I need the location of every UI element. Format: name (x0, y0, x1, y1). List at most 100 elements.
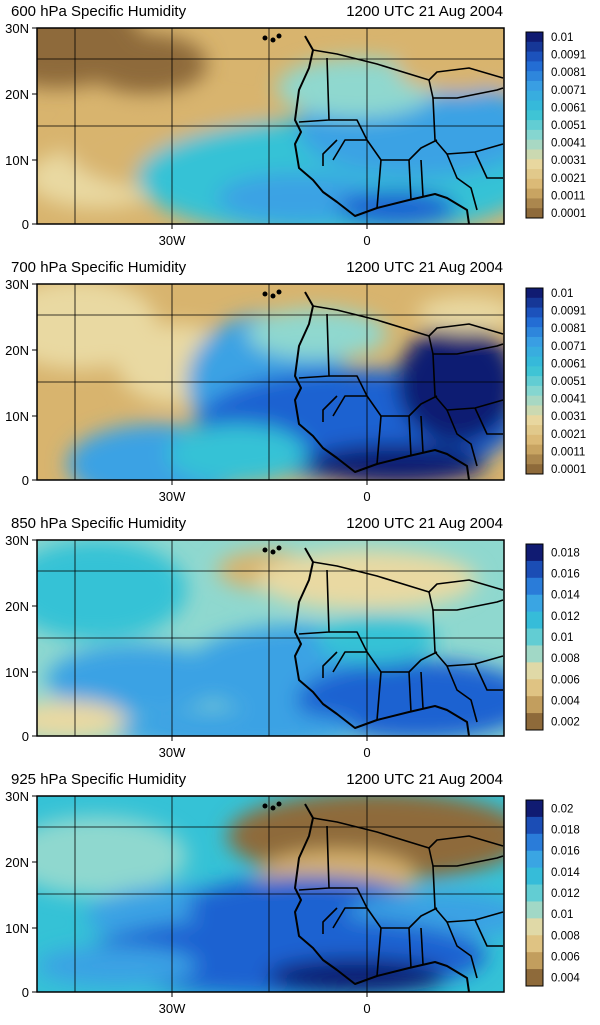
lat-tick-label: 0 (22, 473, 29, 488)
colorbar-label: 0.0051 (551, 120, 586, 132)
humidity-region (47, 645, 227, 715)
humidity-region (37, 816, 187, 896)
colorbar-frame (525, 543, 544, 731)
colorbar-label: 0.0021 (551, 429, 586, 441)
plot-area (37, 540, 504, 736)
lat-tick-label: 20N (5, 855, 29, 870)
island (276, 801, 282, 807)
panel-4: 925 hPa Specific Humidity 1200 UTC 21 Aug… (5, 771, 580, 1016)
humidity-field (37, 796, 504, 992)
colorbar-label: 0.008 (551, 930, 580, 942)
colorbar-label: 0.014 (551, 590, 580, 602)
colorbar-label: 0.01 (551, 32, 573, 44)
colorbar-label: 0.0061 (551, 358, 586, 370)
colorbar-label: 0.012 (551, 611, 580, 623)
colorbar-swatch (526, 356, 543, 367)
island (262, 803, 268, 809)
coastlines (262, 289, 504, 480)
humidity-region (277, 58, 437, 118)
plot-frame (36, 539, 505, 737)
colorbar-label: 0.0001 (551, 208, 586, 220)
country-border (428, 79, 504, 99)
country-border (322, 907, 338, 934)
country-border (322, 395, 338, 422)
colorbar-label: 0.0031 (551, 411, 586, 423)
colorbar-swatch (526, 120, 543, 131)
lat-tick-label: 10N (5, 153, 29, 168)
colorbar-swatch (526, 833, 543, 852)
colorbar-label: 0.018 (551, 547, 580, 559)
colorbar-swatch (526, 297, 543, 309)
colorbar-swatch (526, 376, 543, 387)
colorbar-swatch (526, 41, 543, 53)
country-border (322, 139, 338, 166)
colorbar-swatch (526, 850, 543, 869)
colorbar-label: 0.012 (551, 888, 580, 900)
country-border (420, 159, 424, 197)
colorbar-label: 0.006 (551, 674, 580, 686)
island (262, 35, 268, 41)
colorbar-label: 0.0001 (551, 464, 586, 476)
colorbar-swatch (526, 560, 543, 579)
colorbar-swatch (526, 208, 543, 219)
lon-tick-label: 0 (363, 1001, 370, 1016)
colorbar-swatch (526, 317, 543, 328)
lat-tick-label: 20N (5, 343, 29, 358)
colorbar-swatch (526, 884, 543, 902)
colorbar-swatch (526, 71, 543, 82)
island (270, 37, 276, 43)
colorbar-label: 0.0041 (551, 138, 586, 150)
colorbar-label: 0.0081 (551, 323, 586, 335)
colorbar-label: 0.0021 (551, 173, 586, 185)
panel-title: 700 hPa Specific Humidity (11, 259, 187, 276)
colorbar-label: 0.018 (551, 825, 580, 837)
colorbar-swatch (526, 385, 543, 397)
colorbar-frame (525, 31, 544, 219)
colorbar-swatch (526, 628, 543, 646)
humidity-region (397, 43, 504, 93)
panel-time: 1200 UTC 21 Aug 2004 (346, 259, 503, 276)
plot-frame (36, 795, 505, 993)
colorbar-swatch (526, 169, 543, 180)
country-border (322, 651, 338, 678)
country-border (474, 663, 503, 691)
humidity-region (167, 424, 307, 480)
country-border (474, 919, 503, 947)
colorbar-label: 0.0011 (551, 190, 585, 202)
humidity-field (37, 284, 504, 480)
colorbar-swatch (526, 346, 543, 358)
plot-area (37, 796, 504, 992)
colorbar-swatch (526, 918, 543, 936)
lat-tick-label: 20N (5, 87, 29, 102)
colorbar-swatch (526, 80, 543, 92)
lat-tick-label: 30N (5, 533, 29, 548)
colorbar-frame (525, 799, 544, 987)
country-border (428, 847, 504, 867)
colorbar-swatch (526, 952, 543, 970)
island (270, 805, 276, 811)
panel-time: 1200 UTC 21 Aug 2004 (346, 515, 503, 532)
colorbar-swatch (526, 867, 543, 886)
country-border (446, 665, 478, 723)
country-border (408, 415, 412, 457)
colorbar-swatch (526, 159, 543, 170)
coastlines (262, 33, 504, 224)
island (262, 547, 268, 553)
lon-tick-label: 30W (159, 745, 186, 760)
country-border (446, 921, 478, 979)
colorbar-swatch (526, 178, 543, 190)
colorbar-swatch (526, 662, 543, 680)
colorbar-swatch (526, 188, 543, 199)
humidity-region (37, 946, 197, 986)
lon-tick-label: 0 (363, 233, 370, 248)
colorbar-label: 0.004 (551, 973, 580, 985)
colorbar-label: 0.01 (551, 909, 573, 921)
colorbar-label: 0.004 (551, 695, 580, 707)
colorbar: 0.018 0.016 0.014 0.012 0.01 0.008 0.006 0.004 0… (525, 543, 580, 731)
panel-time: 1200 UTC 21 Aug 2004 (346, 3, 503, 20)
gridlines (37, 284, 504, 480)
country-border (376, 927, 382, 977)
colorbar-label: 0.0081 (551, 67, 586, 79)
plot-area (37, 284, 504, 480)
